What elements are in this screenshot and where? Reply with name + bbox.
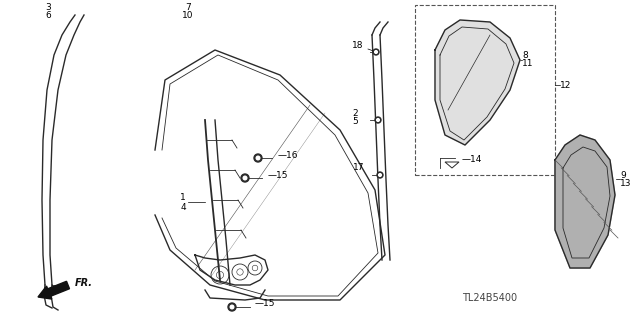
Text: 9: 9: [620, 170, 626, 180]
Circle shape: [243, 176, 247, 180]
FancyArrow shape: [38, 281, 70, 299]
Circle shape: [379, 174, 381, 176]
Text: 1: 1: [180, 194, 186, 203]
Circle shape: [377, 119, 380, 121]
Polygon shape: [435, 20, 520, 145]
Text: 18: 18: [352, 41, 364, 49]
Text: 3: 3: [45, 4, 51, 12]
Text: 6: 6: [45, 11, 51, 20]
Circle shape: [241, 174, 249, 182]
Text: 7: 7: [185, 4, 191, 12]
Text: 13: 13: [620, 180, 632, 189]
Bar: [415, 5, 555, 175]
Text: —16: —16: [278, 151, 298, 160]
Circle shape: [254, 154, 262, 162]
Text: 8: 8: [522, 50, 528, 60]
Circle shape: [375, 117, 381, 123]
Text: 4: 4: [180, 203, 186, 211]
Circle shape: [373, 49, 379, 55]
Text: FR.: FR.: [75, 278, 93, 288]
Text: 2: 2: [352, 108, 358, 117]
Polygon shape: [555, 135, 615, 268]
Text: 11: 11: [522, 60, 534, 69]
Circle shape: [374, 51, 378, 53]
Text: 17: 17: [353, 164, 365, 173]
Text: 5: 5: [352, 117, 358, 127]
Circle shape: [256, 156, 260, 160]
Text: —15: —15: [268, 170, 289, 180]
Circle shape: [377, 172, 383, 178]
Text: TL24B5400: TL24B5400: [463, 293, 518, 303]
Text: 12: 12: [560, 80, 572, 90]
Text: —14: —14: [462, 155, 483, 165]
Text: —15: —15: [255, 300, 275, 308]
Text: 10: 10: [182, 11, 194, 20]
Circle shape: [228, 303, 236, 311]
Circle shape: [230, 305, 234, 309]
